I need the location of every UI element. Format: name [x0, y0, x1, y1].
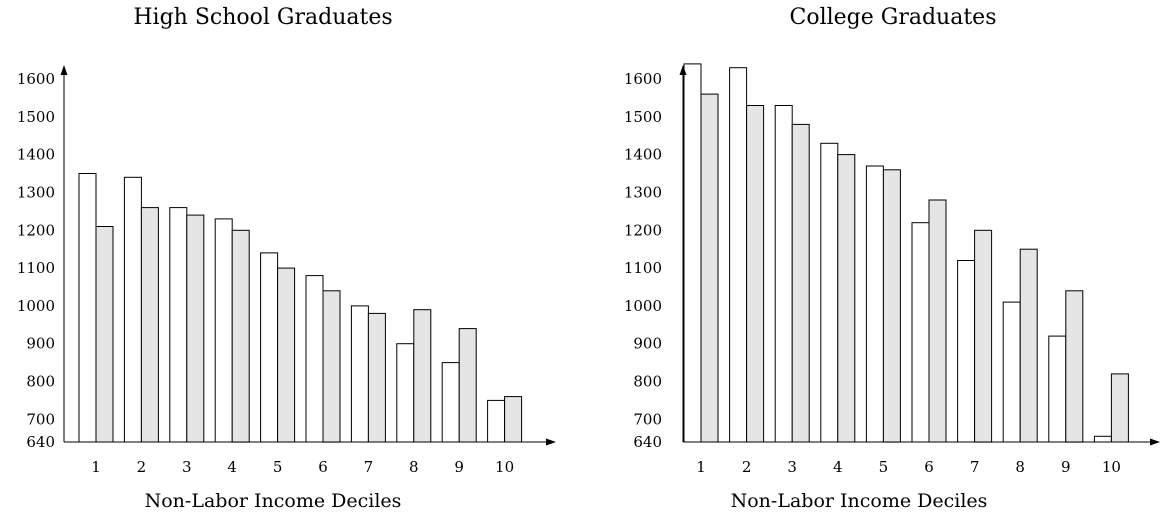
x-tick-label: 9 [454, 458, 464, 476]
bar-series-2-decile-2 [140, 207, 159, 443]
y-tick-label: 1000 [624, 297, 662, 315]
y-tick-label: 900 [26, 335, 55, 353]
bar-series-1-decile-1 [78, 173, 97, 443]
bar-series-1-decile-2 [123, 176, 142, 443]
y-tick-label: 1200 [17, 221, 55, 239]
bar-series-1-decile-5 [865, 165, 884, 443]
bar-series-2-decile-6 [928, 199, 947, 443]
bar-series-1-decile-3 [169, 207, 188, 443]
y-tick-label: 1100 [624, 259, 662, 277]
x-tick-label: 1 [696, 458, 706, 476]
bar-series-2-decile-7 [367, 312, 386, 443]
y-tick-label: 1500 [17, 108, 55, 126]
bar-series-2-decile-1 [700, 93, 719, 443]
y-tick-label: 1000 [17, 297, 55, 315]
y-axis-arrow [679, 65, 687, 75]
bar-series-1-decile-8 [1002, 301, 1021, 443]
chart-panel-high-school: High School Graduates Non-Labor Income De… [17, 5, 556, 512]
y-tick-label: 1100 [17, 259, 55, 277]
y-tick-label: 800 [26, 373, 55, 391]
x-tick-label: 2 [137, 458, 147, 476]
x-tick-label: 6 [318, 458, 328, 476]
y-tick-label: 700 [26, 410, 55, 428]
bar-series-2-decile-10 [504, 396, 523, 443]
bar-series-2-decile-7 [974, 229, 993, 443]
x-tick-label: 7 [364, 458, 374, 476]
chart-title: College Graduates [790, 5, 997, 30]
bar-series-2-decile-4 [837, 154, 856, 443]
y-tick-label: 1300 [17, 183, 55, 201]
bar-series-1-decile-8 [396, 343, 415, 443]
x-tick-label: 8 [1015, 458, 1025, 476]
x-tick-label: 6 [924, 458, 934, 476]
bar-series-2-decile-9 [458, 328, 477, 443]
bar-series-2-decile-5 [882, 169, 901, 443]
x-tick-label: 1 [91, 458, 101, 476]
bar-series-1-decile-10 [1093, 435, 1112, 443]
x-tick-label: 3 [182, 458, 192, 476]
x-axis-label: Non-Labor Income Deciles [731, 490, 988, 512]
x-tick-label: 10 [495, 458, 514, 476]
bar-series-2-decile-5 [277, 267, 296, 443]
x-tick-label: 7 [970, 458, 980, 476]
y-tick-label: 700 [633, 410, 662, 428]
bar-series-2-decile-10 [1110, 373, 1129, 443]
bar-series-2-decile-1 [95, 226, 114, 443]
y-tick-label: 1400 [624, 146, 662, 164]
bar-series-2-decile-2 [746, 105, 765, 443]
bar-series-1-decile-1 [683, 63, 702, 443]
y-tick-label: 1400 [17, 146, 55, 164]
x-tick-label: 4 [833, 458, 843, 476]
y-tick-label: 900 [633, 335, 662, 353]
x-tick-label: 4 [227, 458, 237, 476]
bar-series-2-decile-6 [322, 290, 341, 443]
bar-series-1-decile-3 [774, 105, 793, 443]
x-tick-label: 9 [1061, 458, 1071, 476]
x-axis-arrow [546, 438, 556, 446]
bar-series-2-decile-4 [231, 229, 250, 443]
x-tick-label: 3 [787, 458, 797, 476]
y-tick-label: 1600 [17, 70, 55, 88]
y-tick-label: 640 [26, 433, 55, 451]
chart-panel-college: College Graduates Non-Labor Income Decile… [624, 5, 1160, 512]
y-axis-arrow [60, 65, 68, 75]
bar-series-1-decile-2 [729, 67, 748, 443]
bar-series-1-decile-10 [487, 399, 506, 443]
y-tick-label: 800 [633, 373, 662, 391]
bar-series-1-decile-6 [911, 222, 930, 443]
bar-series-1-decile-6 [305, 275, 324, 443]
bar-series-2-decile-9 [1065, 290, 1084, 443]
chart-title: High School Graduates [133, 5, 392, 30]
bar-series-1-decile-9 [1048, 335, 1067, 443]
x-tick-label: 8 [409, 458, 419, 476]
bar-series-1-decile-9 [441, 362, 460, 443]
x-axis-label: Non-Labor Income Deciles [145, 490, 402, 512]
x-tick-label: 2 [742, 458, 752, 476]
y-tick-label: 1300 [624, 183, 662, 201]
bar-series-1-decile-7 [957, 260, 976, 443]
bar-series-2-decile-8 [1019, 248, 1038, 443]
bar-series-1-decile-7 [350, 305, 369, 443]
y-tick-label: 1500 [624, 108, 662, 126]
x-tick-label: 5 [879, 458, 889, 476]
bar-series-1-decile-5 [260, 252, 279, 443]
bar-series-1-decile-4 [820, 142, 839, 443]
bar-series-1-decile-4 [214, 218, 233, 443]
bar-series-2-decile-3 [791, 123, 810, 443]
y-tick-label: 1200 [624, 221, 662, 239]
x-tick-label: 10 [1102, 458, 1121, 476]
bar-series-2-decile-8 [413, 309, 432, 443]
x-axis-arrow [1150, 438, 1160, 446]
bar-series-2-decile-3 [186, 214, 205, 443]
y-tick-label: 640 [633, 433, 662, 451]
y-tick-label: 1600 [624, 70, 662, 88]
x-tick-label: 5 [273, 458, 283, 476]
